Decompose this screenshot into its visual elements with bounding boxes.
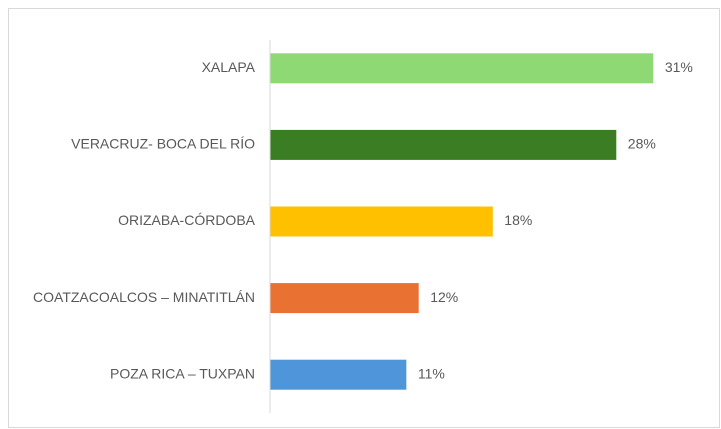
bar [270, 283, 419, 314]
bar [270, 206, 493, 237]
bar [270, 129, 617, 160]
value-label: 31% [665, 59, 693, 75]
category-label: COATZACOALCOS – MINATITLÁN [33, 289, 255, 305]
category-label: ORIZABA-CÓRDOBA [118, 212, 256, 228]
value-label: 28% [628, 136, 656, 152]
value-label: 12% [430, 289, 458, 305]
category-label: XALAPA [202, 59, 256, 75]
category-label: POZA RICA – TUXPAN [110, 365, 255, 381]
value-label: 18% [504, 212, 532, 228]
value-label: 11% [418, 365, 445, 381]
bar [270, 359, 407, 390]
bar [270, 53, 654, 84]
category-label: VERACRUZ- BOCA DEL RÍO [71, 136, 255, 152]
